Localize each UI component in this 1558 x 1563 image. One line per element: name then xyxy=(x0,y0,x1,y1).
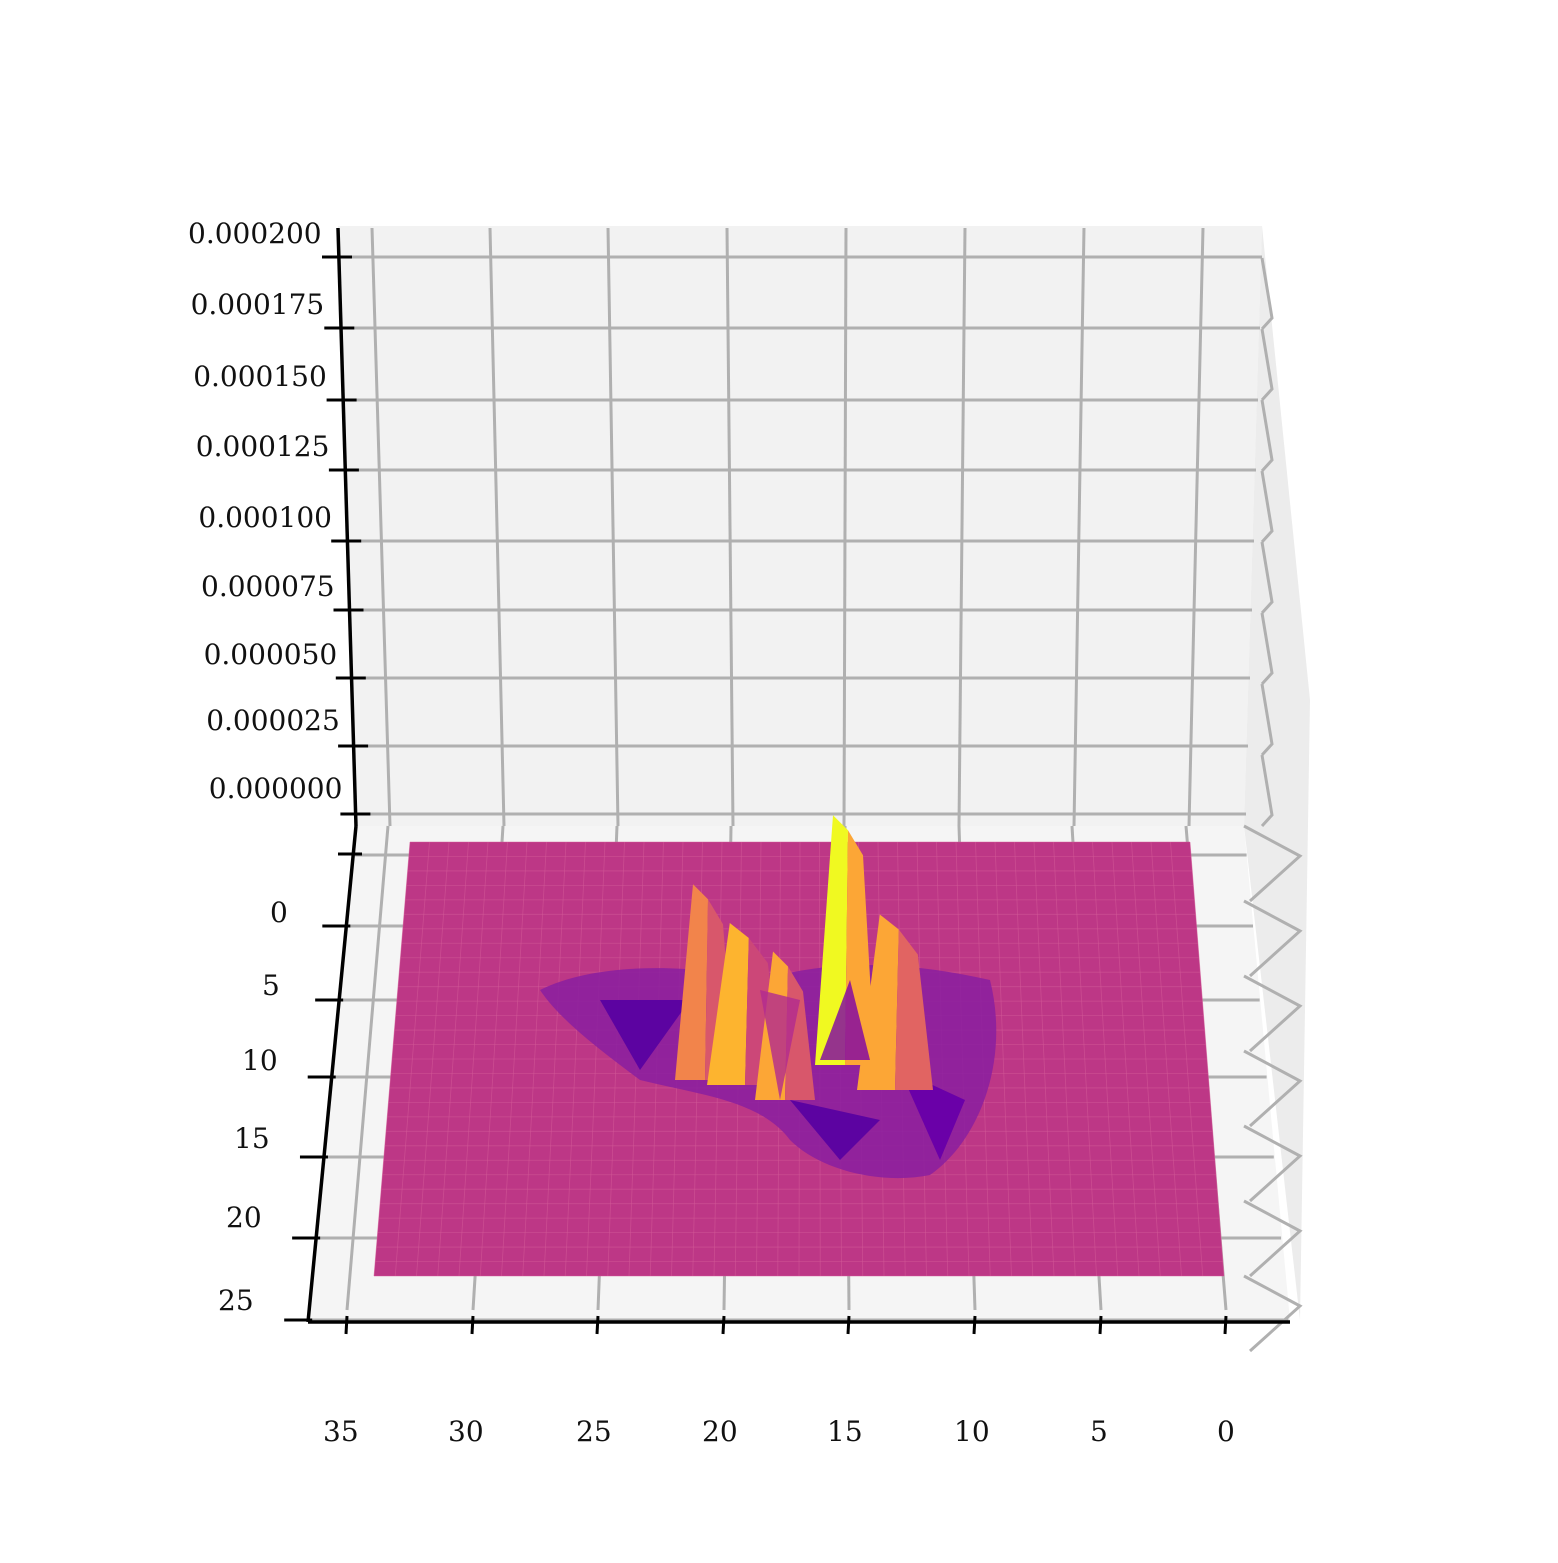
x-tick-label: 10 xyxy=(954,1415,990,1448)
surface-peak xyxy=(707,923,749,1085)
grid-line xyxy=(1260,541,1274,615)
x-tick-label: 35 xyxy=(323,1415,359,1448)
surface-peak xyxy=(895,929,933,1090)
surface-trough-facet xyxy=(790,1100,880,1160)
grid-line xyxy=(1243,1124,1303,1203)
x-tick-label: 5 xyxy=(1090,1415,1108,1448)
grid-line xyxy=(1260,683,1274,757)
y-tick-label: 20 xyxy=(226,1201,262,1234)
grid-line xyxy=(842,227,848,827)
y-tick-label: 25 xyxy=(218,1284,254,1317)
grid-line xyxy=(1260,399,1274,473)
z-tick-label: 0.000175 xyxy=(191,288,325,321)
tick-labels: 0.000200 0.000175 0.000150 0.000125 0.000100… xyxy=(188,217,1235,1448)
x-tick-label: 20 xyxy=(702,1415,738,1448)
grid-line xyxy=(1243,824,1303,903)
x-tick-mark xyxy=(595,1315,600,1335)
z-tick-label: 0.000125 xyxy=(196,430,330,463)
grid-line xyxy=(1260,470,1274,544)
grid-line xyxy=(1260,754,1274,828)
x-tick-mark xyxy=(470,1315,475,1335)
grid-line xyxy=(1243,1199,1303,1278)
surface-facet xyxy=(760,990,800,1100)
side-pane xyxy=(1244,226,1310,1320)
y-tick-label: 5 xyxy=(262,969,280,1002)
z-tick-label: 0.000100 xyxy=(198,501,332,534)
x-tick-label: 15 xyxy=(827,1415,863,1448)
surface-peak xyxy=(815,815,848,1065)
grid-line xyxy=(1260,612,1274,686)
surface-facet xyxy=(820,980,870,1060)
z-tick-label: 0.000075 xyxy=(201,570,335,603)
surface-peak xyxy=(857,914,899,1090)
x-tick-mark xyxy=(1098,1315,1103,1335)
x-tick-mark xyxy=(344,1315,349,1335)
surface-trough-facet xyxy=(900,1070,965,1160)
y-tick-label: 15 xyxy=(234,1122,270,1155)
grid-line xyxy=(1260,257,1274,331)
grid-line xyxy=(1260,328,1274,402)
x-tick-label: 30 xyxy=(448,1415,484,1448)
x-tick-label: 0 xyxy=(1217,1415,1235,1448)
grid-line xyxy=(345,825,390,1311)
x-tick-mark xyxy=(721,1315,726,1335)
x-tick-mark xyxy=(846,1315,851,1335)
x-tick-mark xyxy=(1223,1315,1228,1335)
y-tick-label: 10 xyxy=(242,1044,278,1077)
grid-line xyxy=(1243,974,1303,1053)
grid-line xyxy=(1243,1274,1303,1353)
surface-peak xyxy=(675,884,708,1080)
axis-lines xyxy=(284,227,1290,1335)
surface-trough-facet xyxy=(600,1000,690,1070)
z-tick-label: 0.000150 xyxy=(193,360,327,393)
grid-line xyxy=(1243,899,1303,978)
y-tick-label: 0 xyxy=(270,896,288,929)
back-pane xyxy=(338,226,1262,826)
z-tick-label: 0.000025 xyxy=(206,704,340,737)
z-tick-label: 0.000200 xyxy=(188,217,322,250)
surface-plot xyxy=(373,815,1225,1277)
x-tick-mark xyxy=(972,1315,977,1335)
z-tick-label: 0.000000 xyxy=(209,772,343,805)
x-tick-label: 25 xyxy=(576,1415,612,1448)
z-tick-label: 0.000050 xyxy=(204,638,338,671)
grid-line xyxy=(1243,1049,1303,1128)
